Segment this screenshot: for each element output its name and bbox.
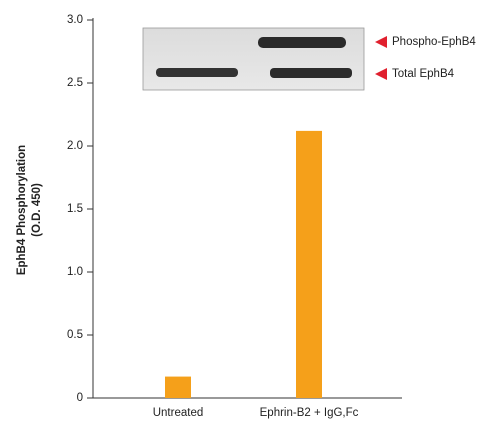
chart: EphB4 Phosphorylation (O.D. 450) 0 0.5 1.0… bbox=[0, 0, 486, 424]
x-tick-label: Untreated bbox=[153, 407, 204, 419]
y-tick-label: 3.0 bbox=[67, 14, 83, 26]
y-axis-label: EphB4 Phosphorylation bbox=[16, 145, 28, 275]
y-tick-label: 2.5 bbox=[67, 77, 83, 89]
bar bbox=[296, 131, 322, 398]
y-tick-label: 2.0 bbox=[67, 140, 83, 152]
x-tick-label: Ephrin-B2 + IgG,Fc bbox=[260, 407, 359, 419]
bar bbox=[165, 377, 191, 398]
y-tick-label: 1.5 bbox=[67, 203, 83, 215]
y-axis-label: (O.D. 450) bbox=[31, 183, 43, 237]
annotation-arrow bbox=[375, 68, 387, 80]
annotation: Phospho-EphB4 bbox=[392, 36, 476, 48]
annotation: Total EphB4 bbox=[392, 68, 455, 80]
y-tick-label: 1.0 bbox=[67, 266, 83, 278]
y-tick-label: 0 bbox=[77, 392, 83, 404]
blot-inset bbox=[143, 28, 364, 90]
annotation-arrow bbox=[375, 36, 387, 48]
y-tick-label: 0.5 bbox=[67, 329, 83, 341]
